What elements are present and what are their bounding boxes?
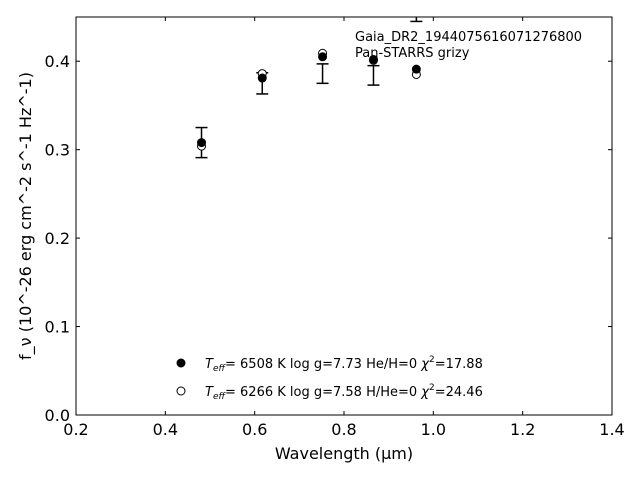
annotation-survey: Pan-STARRS grizy: [355, 46, 470, 61]
y-tick-label: 0.2: [45, 229, 70, 248]
y-tick-label: 0.4: [45, 52, 70, 71]
y-tick-label: 0.3: [45, 141, 70, 160]
y-tick-label: 0.1: [45, 318, 70, 337]
annotation-source-id: Gaia_DR2_1944075616071276800: [355, 30, 582, 45]
x-tick-label: 0.4: [153, 420, 178, 439]
legend-marker: [176, 358, 186, 368]
legend-entry: Teff= 6508 K log g=7.73 He/H=0 χ2=17.88: [205, 355, 483, 374]
y-axis-label: f_ν (10^-26 erg cm^-2 s^-1 Hz^-1): [16, 72, 36, 360]
x-tick-label: 1.4: [599, 420, 624, 439]
axes-frame: [75, 16, 613, 416]
model-point-filled: [411, 64, 421, 74]
y-tick-label: 0.0: [45, 406, 70, 425]
x-tick-label: 0.8: [331, 420, 356, 439]
x-tick-label: 0.2: [63, 420, 88, 439]
model-point-filled: [368, 54, 378, 64]
legend-entry: Teff= 6266 K log g=7.58 H/He=0 χ2=24.46: [205, 383, 483, 402]
plot-area: 0.2 0.4 0.6 0.8 1.0 1.2 1.4 0.0 0.1 0.2 0.3 0.4 Wave…: [16, 16, 625, 463]
x-tick-label: 1.0: [421, 420, 446, 439]
model-point-filled: [197, 138, 207, 148]
model-point-filled: [318, 52, 328, 62]
x-axis-label: Wavelength (μm): [275, 444, 413, 463]
x-tick-label: 1.2: [510, 420, 535, 439]
legend-marker: [176, 386, 186, 396]
data-marks: [195, 17, 423, 159]
model-point-filled: [257, 73, 267, 83]
x-tick-label: 0.6: [242, 420, 267, 439]
